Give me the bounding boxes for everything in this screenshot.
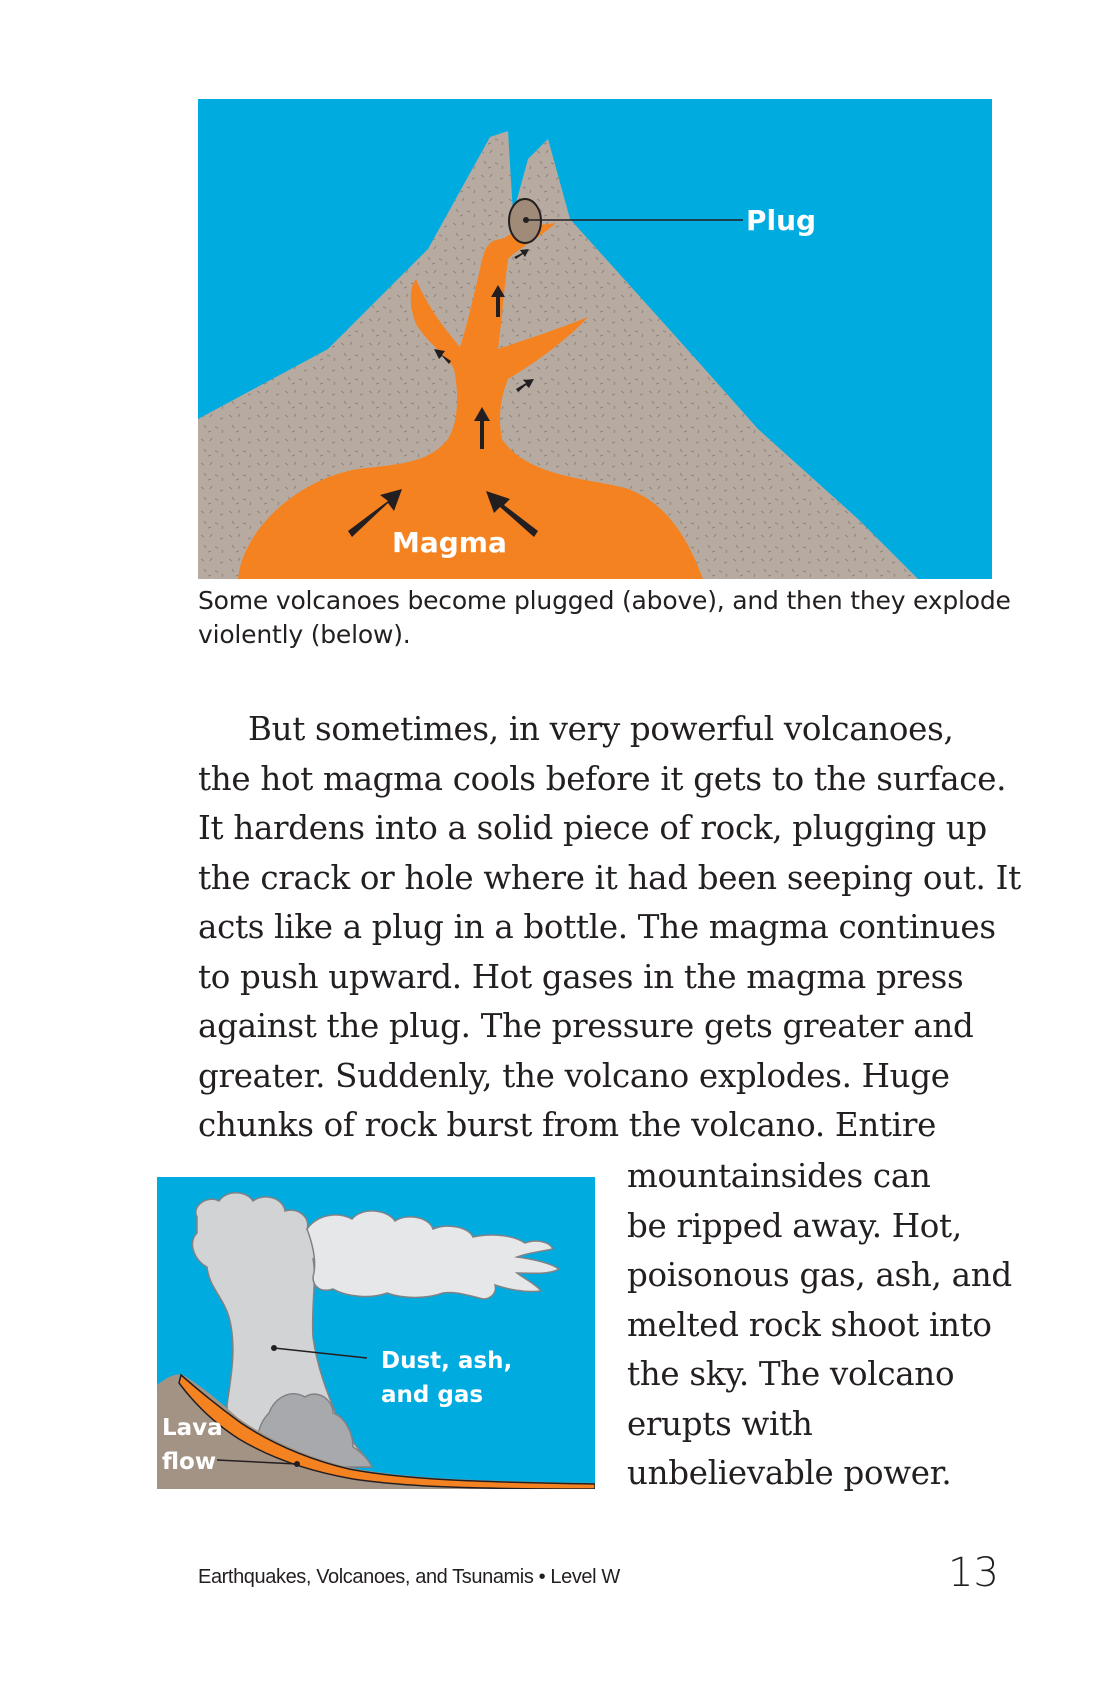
magma-label: Magma	[392, 526, 507, 559]
magma-arrows	[348, 249, 538, 537]
paragraph-line: It hardens into a solid piece of rock, p…	[198, 809, 987, 847]
paragraph-line: greater. Suddenly, the volcano explodes.…	[198, 1056, 950, 1095]
paragraph-line: the crack or hole where it had been seep…	[198, 858, 1021, 897]
ash-plume	[306, 1210, 561, 1300]
paragraph-line: But sometimes, in very powerful volcanoe…	[248, 710, 954, 748]
lava-leader-line	[216, 1459, 298, 1465]
wrap-line: poisonous gas, ash, and	[627, 1256, 1012, 1294]
lava-label-line2: flow	[162, 1449, 216, 1475]
dust-leader-line	[273, 1347, 368, 1359]
paragraph-line: chunks of rock burst from the volcano. E…	[198, 1106, 936, 1144]
plugged-volcano-diagram: Plug Magma	[198, 99, 992, 579]
caption-line: Some volcanoes become plugged (above), a…	[198, 586, 1011, 615]
paragraph-line: against the plug. The pressure gets grea…	[198, 1007, 974, 1045]
page-number: 13	[948, 1550, 999, 1596]
plug-label: Plug	[746, 204, 816, 237]
wrap-line: the sky. The volcano	[627, 1355, 955, 1393]
paragraph-line: the hot magma cools before it gets to th…	[198, 759, 1007, 798]
figure-caption: Some volcanoes become plugged (above), a…	[198, 584, 1011, 652]
wrap-line: melted rock shoot into	[627, 1305, 992, 1344]
wrap-line: erupts with	[627, 1404, 813, 1443]
body-paragraph: But sometimes, in very powerful volcanoe…	[198, 705, 1021, 1151]
wrap-line: mountainsides can	[627, 1157, 931, 1195]
lava-label-line1: Lava	[162, 1415, 223, 1441]
magma-chamber	[238, 223, 703, 579]
caption-line: violently (below).	[198, 620, 411, 649]
wrapped-text: mountainsides can be ripped away. Hot, p…	[627, 1152, 1047, 1499]
paragraph-line: acts like a plug in a bottle. The magma …	[198, 908, 996, 946]
paragraph-line: to push upward. Hot gases in the magma p…	[198, 957, 964, 996]
wrap-line: unbelievable power.	[627, 1454, 952, 1492]
eruption-diagram: Dust, ash, and gas Lava flow	[157, 1177, 595, 1489]
dust-label-line2: and gas	[381, 1382, 483, 1408]
wrap-line: be ripped away. Hot,	[627, 1206, 962, 1245]
mountain-slope	[157, 1374, 595, 1489]
dust-label-line1: Dust, ash,	[381, 1348, 512, 1374]
footer-book-title: Earthquakes, Volcanoes, and Tsunamis • L…	[198, 1566, 620, 1588]
